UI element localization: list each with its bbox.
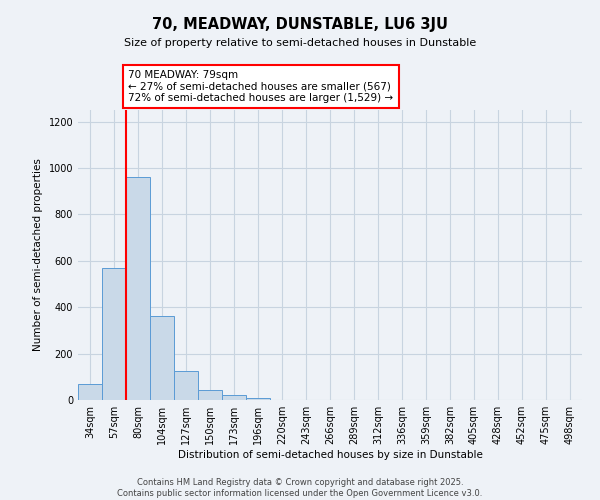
Bar (78, 384, 102, 400)
Bar (246, 398, 270, 400)
Bar (150, 316, 174, 400)
Bar (222, 396, 246, 400)
Text: Contains HM Land Registry data © Crown copyright and database right 2025.
Contai: Contains HM Land Registry data © Crown c… (118, 478, 482, 498)
Bar (102, 268, 126, 400)
Bar (126, 177, 150, 400)
Bar (174, 371, 198, 400)
X-axis label: Distribution of semi-detached houses by size in Dunstable: Distribution of semi-detached houses by … (178, 450, 482, 460)
Text: 70, MEADWAY, DUNSTABLE, LU6 3JU: 70, MEADWAY, DUNSTABLE, LU6 3JU (152, 18, 448, 32)
Y-axis label: Number of semi-detached properties: Number of semi-detached properties (33, 158, 43, 352)
Text: 70 MEADWAY: 79sqm
← 27% of semi-detached houses are smaller (567)
72% of semi-de: 70 MEADWAY: 79sqm ← 27% of semi-detached… (128, 70, 394, 103)
Text: Size of property relative to semi-detached houses in Dunstable: Size of property relative to semi-detach… (124, 38, 476, 48)
Bar (198, 390, 222, 400)
